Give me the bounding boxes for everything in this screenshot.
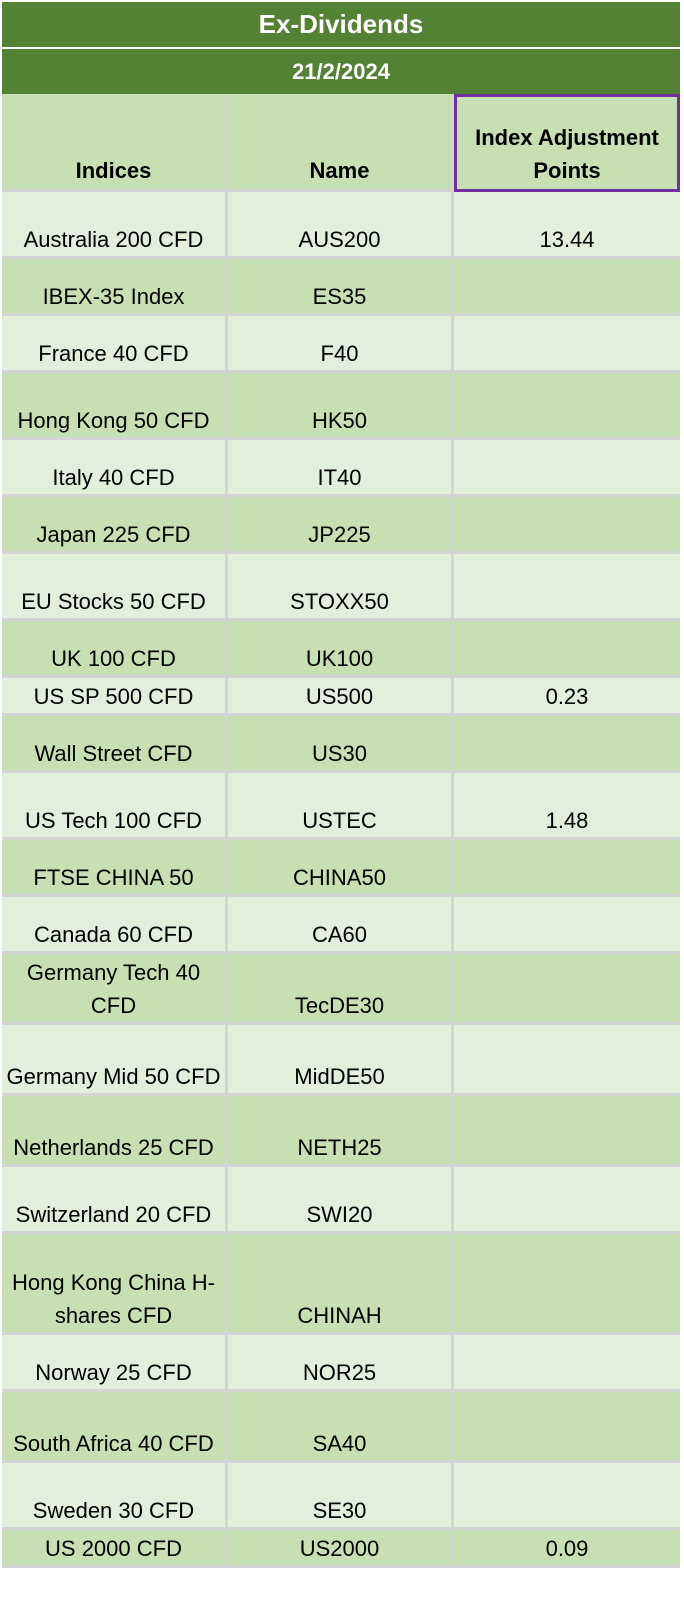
symbol-cell: SA40 [228,1392,454,1463]
index-cell: Australia 200 CFD [2,192,228,259]
symbol-cell: CHINA50 [228,840,454,897]
adjustment-points-cell [454,1463,680,1530]
table-body: Australia 200 CFD AUS200 13.44 IBEX-35 Inde… [2,192,680,1568]
symbol-cell: NOR25 [228,1335,454,1392]
column-header-indices: Indices [2,94,228,192]
table-row: Canada 60 CFD CA60 [2,897,680,954]
table-row: US SP 500 CFD US500 0.23 [2,678,680,716]
table-row: Switzerland 20 CFD SWI20 [2,1167,680,1234]
adjustment-points-cell [454,716,680,773]
symbol-cell: TecDE30 [228,954,454,1025]
symbol-cell: F40 [228,316,454,373]
index-cell: Norway 25 CFD [2,1335,228,1392]
adjustment-points-cell [454,1234,680,1335]
symbol-cell: CHINAH [228,1234,454,1335]
adjustment-points-cell [454,1025,680,1096]
table-row: US Tech 100 CFD USTEC 1.48 [2,773,680,840]
index-cell: US SP 500 CFD [2,678,228,716]
symbol-cell: US2000 [228,1530,454,1568]
index-cell: France 40 CFD [2,316,228,373]
index-cell: Sweden 30 CFD [2,1463,228,1530]
table-row: Hong Kong China H-shares CFD CHINAH [2,1234,680,1335]
index-cell: UK 100 CFD [2,621,228,678]
index-cell: US Tech 100 CFD [2,773,228,840]
column-header-name: Name [228,94,454,192]
adjustment-points-cell [454,316,680,373]
symbol-cell: CA60 [228,897,454,954]
table-row: Norway 25 CFD NOR25 [2,1335,680,1392]
table-row: Australia 200 CFD AUS200 13.44 [2,192,680,259]
index-cell: Hong Kong 50 CFD [2,373,228,440]
adjustment-points-cell: 1.48 [454,773,680,840]
index-cell: Germany Mid 50 CFD [2,1025,228,1096]
adjustment-points-cell [454,497,680,554]
table-row: Italy 40 CFD IT40 [2,440,680,497]
symbol-cell: SWI20 [228,1167,454,1234]
sheet-date: 21/2/2024 [2,49,680,94]
table-row: US 2000 CFD US2000 0.09 [2,1530,680,1568]
adjustment-points-cell [454,1392,680,1463]
adjustment-points-cell: 13.44 [454,192,680,259]
symbol-cell: UK100 [228,621,454,678]
table-row: Wall Street CFD US30 [2,716,680,773]
index-cell: IBEX-35 Index [2,259,228,316]
column-header-adjustment-points: Index Adjustment Points [454,94,680,192]
sheet-title: Ex-Dividends [2,2,680,49]
table-row: Germany Tech 40 CFD TecDE30 [2,954,680,1025]
dividends-table: Indices Name Index Adjustment Points Aus… [2,94,680,1568]
index-cell: Canada 60 CFD [2,897,228,954]
table-row: Japan 225 CFD JP225 [2,497,680,554]
symbol-cell: AUS200 [228,192,454,259]
symbol-cell: ES35 [228,259,454,316]
adjustment-points-cell [454,954,680,1025]
adjustment-points-cell [454,621,680,678]
index-cell: Germany Tech 40 CFD [2,954,228,1025]
adjustment-points-cell [454,1096,680,1167]
symbol-cell: IT40 [228,440,454,497]
adjustment-points-cell [454,373,680,440]
symbol-cell: US500 [228,678,454,716]
table-row: EU Stocks 50 CFD STOXX50 [2,554,680,621]
table-row: UK 100 CFD UK100 [2,621,680,678]
table-row: Netherlands 25 CFD NETH25 [2,1096,680,1167]
symbol-cell: JP225 [228,497,454,554]
symbol-cell: STOXX50 [228,554,454,621]
symbol-cell: USTEC [228,773,454,840]
index-cell: EU Stocks 50 CFD [2,554,228,621]
adjustment-points-cell [454,840,680,897]
adjustment-points-cell: 0.09 [454,1530,680,1568]
symbol-cell: SE30 [228,1463,454,1530]
index-cell: Italy 40 CFD [2,440,228,497]
table-row: Sweden 30 CFD SE30 [2,1463,680,1530]
symbol-cell: US30 [228,716,454,773]
index-cell: South Africa 40 CFD [2,1392,228,1463]
index-cell: Switzerland 20 CFD [2,1167,228,1234]
table-row: IBEX-35 Index ES35 [2,259,680,316]
symbol-cell: NETH25 [228,1096,454,1167]
table-row: Hong Kong 50 CFD HK50 [2,373,680,440]
adjustment-points-cell: 0.23 [454,678,680,716]
header-row: Indices Name Index Adjustment Points [2,94,680,192]
index-cell: Japan 225 CFD [2,497,228,554]
index-cell: US 2000 CFD [2,1530,228,1568]
table-row: FTSE CHINA 50 CHINA50 [2,840,680,897]
symbol-cell: MidDE50 [228,1025,454,1096]
adjustment-points-cell [454,554,680,621]
adjustment-points-cell [454,897,680,954]
index-cell: Wall Street CFD [2,716,228,773]
index-cell: Hong Kong China H-shares CFD [2,1234,228,1335]
symbol-cell: HK50 [228,373,454,440]
index-cell: FTSE CHINA 50 [2,840,228,897]
adjustment-points-cell [454,1335,680,1392]
adjustment-points-cell [454,440,680,497]
adjustment-points-cell [454,259,680,316]
table-row: South Africa 40 CFD SA40 [2,1392,680,1463]
index-cell: Netherlands 25 CFD [2,1096,228,1167]
adjustment-points-cell [454,1167,680,1234]
table-row: France 40 CFD F40 [2,316,680,373]
ex-dividends-sheet: Ex-Dividends 21/2/2024 Indices Name Inde… [2,2,680,1568]
table-row: Germany Mid 50 CFD MidDE50 [2,1025,680,1096]
